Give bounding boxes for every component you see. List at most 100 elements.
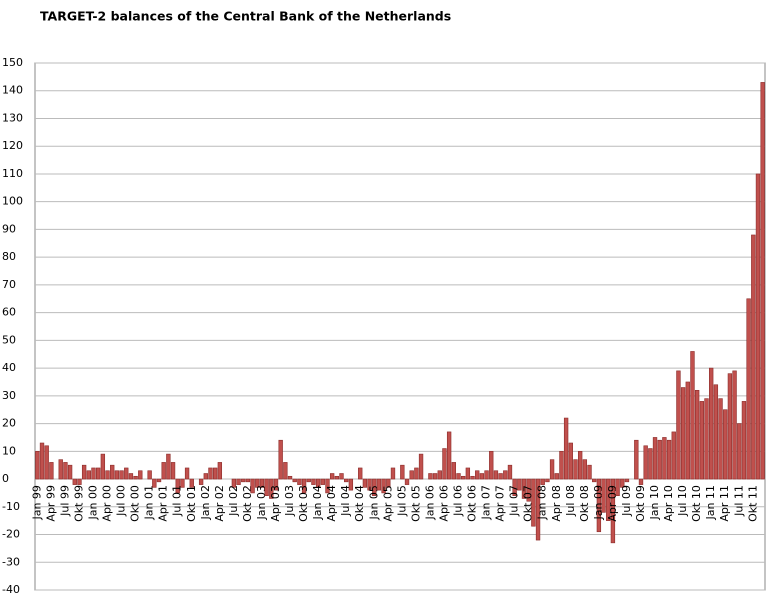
x-tick-label: Okt 04 [353,485,366,522]
x-tick-label: Okt 99 [72,485,85,522]
bar [456,473,461,480]
bar [44,445,49,480]
x-tick-label: Apr 10 [662,485,675,522]
y-tick-label: 140 [2,84,23,97]
bar [442,448,447,480]
y-tick-label: -10 [2,500,20,513]
y-tick-label: 30 [2,389,16,402]
bar [334,475,339,480]
bar [259,478,265,488]
bar [610,478,616,544]
bar [470,475,475,480]
bar [212,467,218,480]
bar [690,351,695,480]
bar [49,462,54,480]
bar [751,234,756,480]
x-tick-label: Jul 06 [451,485,464,517]
bar [507,464,513,480]
x-tick-label: Jan 02 [199,485,212,520]
x-tick-label: Okt 05 [409,485,422,522]
x-tick-label: Jul 09 [620,485,633,517]
bar [269,478,274,499]
x-tick-label: Jan 08 [536,485,549,520]
bar [563,417,569,480]
y-tick-label: -30 [2,555,20,568]
bar [367,478,372,491]
bar [156,478,162,483]
bar [72,478,77,485]
bar [138,470,143,480]
bar [348,478,354,491]
bar [535,478,541,541]
bar [35,451,40,480]
bar [503,470,508,480]
bar [732,370,737,480]
bar [760,82,765,480]
bar [418,453,424,480]
bar [652,437,658,480]
x-tick-label: Apr 08 [550,485,563,522]
bar [128,473,134,480]
x-tick-label: Jan 99 [30,485,43,520]
x-tick-label: Apr 99 [44,485,57,522]
bar [479,473,485,480]
bar [531,478,536,527]
bar [166,453,171,480]
bar [152,478,157,488]
x-tick-label: Okt 11 [746,485,759,522]
bar [404,478,410,485]
x-tick-label: Apr 05 [381,485,394,522]
x-tick-label: Okt 08 [578,485,591,522]
bar [180,478,185,488]
bar [568,442,573,480]
bar [208,467,213,480]
x-tick-label: Okt 00 [129,485,142,522]
bar [554,473,559,480]
bar [709,367,714,480]
bar [287,475,293,480]
bar [105,470,110,480]
bar [549,459,555,480]
bar [311,478,316,485]
bar [273,478,279,491]
bar [601,478,606,513]
x-tick-label: Jul 01 [171,485,184,517]
x-tick-label: Jul 03 [283,485,296,517]
y-tick-label: 70 [2,278,16,291]
x-tick-label: Jan 00 [86,485,99,520]
x-tick-label: Apr 07 [494,485,507,522]
bar [325,478,330,494]
bar [184,467,190,480]
bar [386,478,391,488]
x-tick-label: Jan 07 [480,485,493,520]
bar [58,459,63,480]
bar [755,173,761,480]
bar [250,478,255,494]
bar [297,478,302,485]
x-tick-label: Jul 07 [508,485,521,517]
bar [634,439,639,480]
bar [306,478,311,483]
x-tick-label: Apr 04 [325,485,338,522]
bar [119,470,124,480]
bar [671,431,676,480]
bar [245,478,251,483]
x-tick-label: Jan 06 [423,485,436,520]
y-tick-label: 90 [2,222,16,235]
bar [278,439,283,480]
bar [437,470,442,480]
x-tick-label: Okt 09 [634,485,647,522]
bar [124,467,129,480]
x-tick-label: Apr 06 [437,485,450,522]
bar [713,384,719,480]
bar [676,370,681,480]
bar [484,470,489,480]
x-tick-label: Jan 05 [367,485,380,520]
x-tick-label: Apr 11 [718,485,731,522]
bar [390,467,396,480]
bar [545,478,550,483]
bar [685,381,690,480]
bar [451,462,456,480]
x-tick-label: Okt 02 [241,485,254,522]
x-tick-label: Jan 10 [648,485,661,520]
